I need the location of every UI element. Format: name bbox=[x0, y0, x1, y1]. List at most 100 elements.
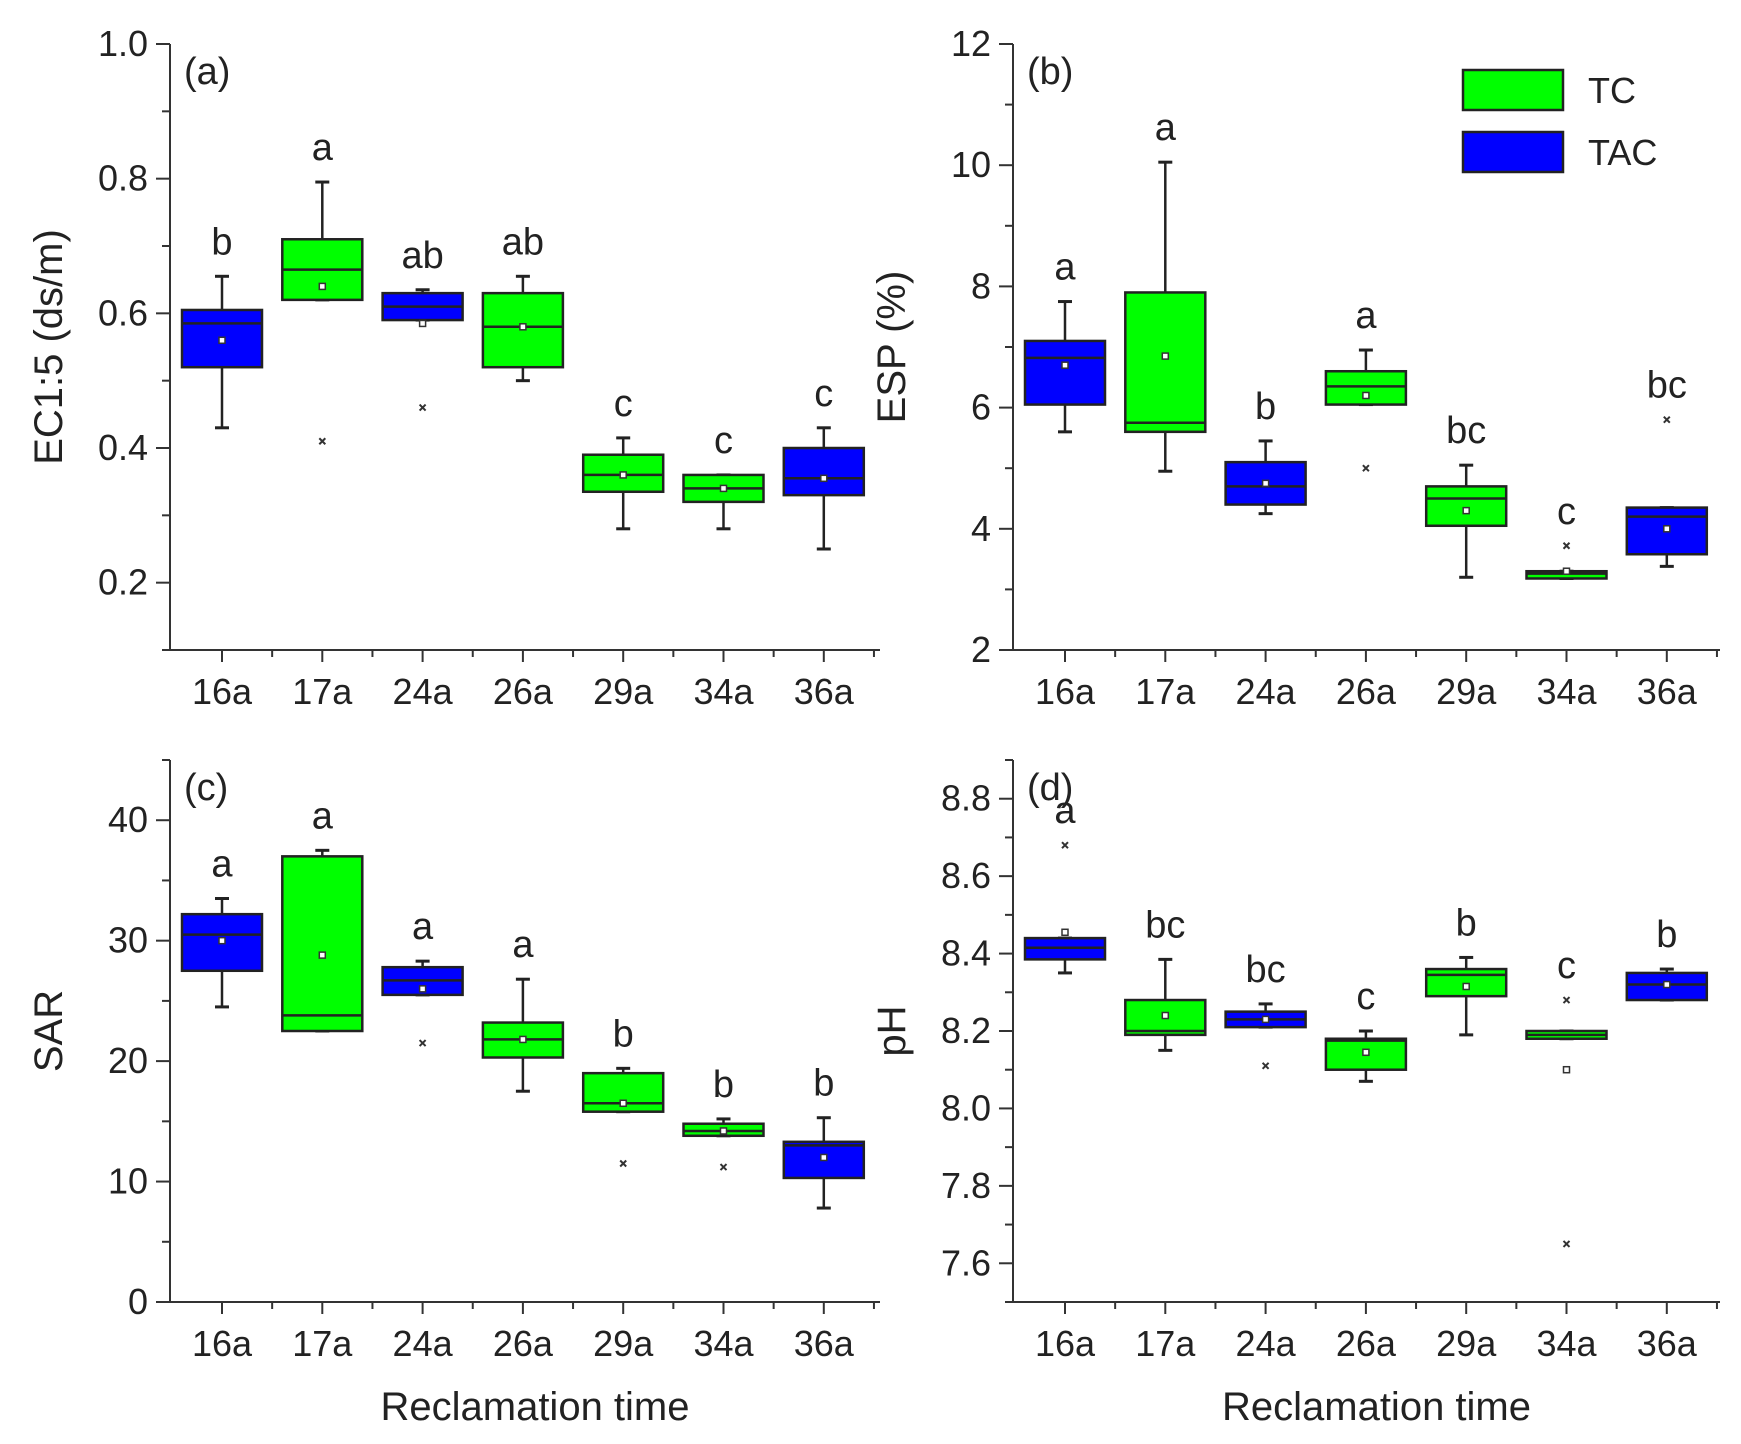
y-tick-label: 10 bbox=[108, 1161, 148, 1202]
x-tick-label: 34a bbox=[1536, 1323, 1597, 1364]
x-tick-label: 29a bbox=[1436, 671, 1497, 712]
outlier-marker bbox=[719, 1163, 728, 1171]
x-tick-label: 16a bbox=[192, 1323, 253, 1364]
outlier-marker bbox=[1663, 416, 1671, 424]
legend-swatch-tc bbox=[1461, 68, 1565, 112]
box-29a bbox=[1424, 485, 1508, 528]
significance-letter: a bbox=[312, 127, 334, 169]
mean-marker bbox=[519, 323, 527, 331]
y-tick-label: 10 bbox=[951, 144, 991, 185]
mean-marker bbox=[1562, 567, 1571, 575]
mean-marker bbox=[418, 985, 427, 993]
x-tick-label: 24a bbox=[1236, 671, 1297, 712]
y-tick-label: 4 bbox=[971, 508, 991, 549]
y-tick-label: 30 bbox=[108, 920, 148, 961]
significance-letter: c bbox=[1557, 491, 1576, 533]
y-tick-label: 8.4 bbox=[941, 933, 991, 974]
mean-marker bbox=[1161, 352, 1170, 360]
mean-marker bbox=[1161, 1011, 1170, 1020]
significance-letter: a bbox=[211, 844, 233, 886]
mean-marker bbox=[719, 1127, 728, 1135]
mean-marker bbox=[1261, 1015, 1270, 1024]
significance-letter: c bbox=[1356, 976, 1375, 1018]
outlier-marker bbox=[1562, 996, 1571, 1004]
panel-label: (d) bbox=[1027, 767, 1073, 809]
significance-letter: a bbox=[512, 924, 534, 966]
outlier-marker bbox=[418, 1039, 427, 1047]
mean-marker bbox=[719, 484, 728, 493]
significance-letter: c bbox=[814, 373, 833, 415]
panel-label: (b) bbox=[1027, 51, 1073, 93]
outlier-marker bbox=[1362, 464, 1370, 472]
y-tick-label: 12 bbox=[951, 23, 991, 64]
box-36a bbox=[782, 446, 866, 497]
significance-letter: a bbox=[312, 795, 334, 837]
mean-marker bbox=[1362, 1048, 1370, 1057]
outlier-marker bbox=[1261, 1062, 1270, 1070]
mean-marker bbox=[519, 1035, 527, 1044]
x-tick-label: 34a bbox=[693, 671, 754, 712]
box-17a bbox=[1124, 291, 1207, 434]
panel-label: (a) bbox=[184, 51, 230, 93]
x-tick-label: 24a bbox=[393, 671, 454, 712]
legend-label-tac: TAC bbox=[1588, 132, 1657, 173]
significance-letter: b bbox=[1255, 386, 1276, 428]
y-tick-label: 8.8 bbox=[941, 778, 991, 819]
significance-letter: bc bbox=[1647, 365, 1687, 407]
y-tick-label: 6 bbox=[971, 387, 991, 428]
y-tick-label: 8.6 bbox=[941, 855, 991, 896]
x-tick-label: 36a bbox=[794, 1323, 855, 1364]
significance-letter: ab bbox=[401, 235, 443, 277]
x-tick-label: 24a bbox=[1236, 1323, 1297, 1364]
y-tick-label: 8 bbox=[971, 265, 991, 306]
outlier-marker bbox=[318, 437, 327, 445]
legend-label-tc: TC bbox=[1588, 70, 1636, 111]
y-axis-title: ESP (%) bbox=[870, 271, 914, 424]
x-tick-label: 34a bbox=[693, 1323, 754, 1364]
significance-letter: a bbox=[1155, 107, 1177, 149]
mean-marker bbox=[418, 319, 427, 328]
y-tick-label: 0.8 bbox=[98, 158, 148, 199]
mean-marker bbox=[1462, 506, 1470, 515]
x-tick-label: 26a bbox=[493, 1323, 554, 1364]
x-tick-label: 16a bbox=[1035, 671, 1096, 712]
box-26a bbox=[1324, 369, 1408, 406]
x-tick-label: 26a bbox=[1336, 1323, 1397, 1364]
y-tick-label: 0.6 bbox=[98, 292, 148, 333]
significance-letter: a bbox=[412, 906, 434, 948]
mean-marker bbox=[1462, 982, 1470, 991]
significance-letter: bc bbox=[1145, 904, 1185, 946]
outlier-marker bbox=[1061, 841, 1069, 849]
x-tick-label: 24a bbox=[393, 1323, 454, 1364]
x-tick-label: 29a bbox=[593, 1323, 654, 1364]
significance-letter: bc bbox=[1246, 949, 1286, 991]
y-axis-title: SAR bbox=[27, 990, 71, 1072]
x-tick-label: 17a bbox=[292, 1323, 353, 1364]
panel-a-ec-chart: 0.2 0.4 0.6 0.8 1.0 EC1:5 (ds/m) (a) 16a b 17a a 24… bbox=[27, 23, 880, 712]
outlier-marker bbox=[619, 1159, 627, 1168]
mean-marker bbox=[820, 474, 828, 483]
mean-marker bbox=[1663, 980, 1671, 989]
significance-letter: b bbox=[1656, 914, 1677, 956]
panel-b-esp-chart: 2 4 6 8 10 12 ESP (%) (b) 16a a 17a a 24a b 26a a 29a bc 3… bbox=[870, 23, 1720, 712]
mean-marker bbox=[1663, 525, 1671, 533]
x-tick-label: 36a bbox=[1637, 671, 1698, 712]
significance-letter: b bbox=[211, 221, 232, 263]
box-16a bbox=[180, 308, 264, 369]
mean-marker bbox=[318, 282, 327, 291]
mean-marker bbox=[1061, 361, 1069, 369]
y-tick-label: 0.2 bbox=[98, 562, 148, 603]
x-tick-label: 29a bbox=[1436, 1323, 1497, 1364]
x-tick-label: 26a bbox=[493, 671, 554, 712]
mean-marker bbox=[619, 471, 627, 479]
outlier-marker bbox=[1562, 1240, 1571, 1248]
y-tick-label: 1.0 bbox=[98, 23, 148, 64]
y-tick-label: 20 bbox=[108, 1040, 148, 1081]
y-tick-label: 0 bbox=[128, 1281, 148, 1322]
y-tick-label: 7.6 bbox=[941, 1242, 991, 1283]
x-tick-label: 16a bbox=[192, 671, 253, 712]
significance-letter: a bbox=[1054, 790, 1076, 832]
legend-swatch-tac bbox=[1461, 130, 1565, 174]
x-tick-label: 29a bbox=[593, 671, 654, 712]
